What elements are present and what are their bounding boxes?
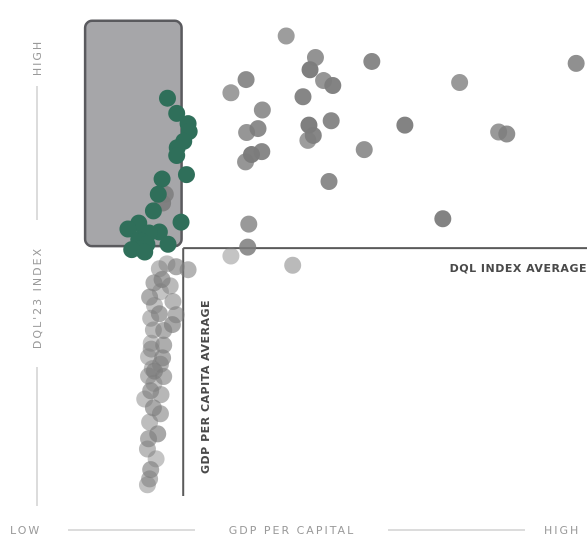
country-point <box>179 261 197 279</box>
country-point <box>161 277 179 295</box>
country-point <box>301 61 319 79</box>
country-point <box>145 274 163 292</box>
country-point <box>138 476 156 494</box>
country-point <box>222 247 240 265</box>
country-point <box>164 293 182 311</box>
highlighted-country-point <box>149 185 167 203</box>
country-point <box>237 153 255 171</box>
highlight-region <box>83 19 183 248</box>
x-reference-label: GDP PER CAPITA AVERAGE <box>199 300 212 474</box>
country-point <box>363 52 381 70</box>
country-point <box>567 54 585 72</box>
country-point <box>355 141 373 159</box>
y-axis-high-label: HIGH <box>31 40 44 76</box>
country-point <box>141 288 159 306</box>
country-point <box>239 238 257 256</box>
country-point <box>140 367 158 385</box>
x-axis-title: GDP PER CAPITAL <box>229 524 355 536</box>
country-point <box>253 101 271 119</box>
highlighted-country-point <box>136 243 154 261</box>
reference-line-layer <box>182 247 587 496</box>
country-point <box>294 88 312 106</box>
highlight-region-layer <box>83 19 183 248</box>
y-reference-label: DQL INDEX AVERAGE <box>450 262 587 275</box>
country-point <box>451 74 469 92</box>
country-point <box>322 112 340 130</box>
highlighted-country-point <box>172 213 190 231</box>
country-point <box>141 470 159 488</box>
country-point <box>324 76 342 94</box>
highlighted-country-point <box>168 147 186 165</box>
country-point <box>138 440 156 458</box>
highlighted-country-point <box>144 202 162 220</box>
country-point <box>320 173 338 190</box>
country-point <box>284 256 302 274</box>
highlighted-country-point <box>168 104 186 122</box>
country-point <box>240 215 258 233</box>
highlighted-country-point <box>159 235 177 253</box>
country-point <box>249 120 267 138</box>
country-point <box>498 125 516 143</box>
country-point <box>152 386 170 404</box>
country-point <box>155 368 173 386</box>
x-axis-low-label: LOW <box>10 524 41 536</box>
country-point <box>434 210 452 228</box>
highlighted-country-point <box>177 166 195 184</box>
country-point <box>396 116 414 134</box>
country-point <box>299 131 317 149</box>
highlighted-country-point <box>119 220 137 238</box>
country-point <box>277 27 295 45</box>
country-point <box>237 71 255 89</box>
highlighted-country-point <box>153 170 171 188</box>
y-axis-title: DQL'23 INDEX <box>31 247 44 349</box>
highlighted-country-point <box>158 89 176 107</box>
x-axis-high-label: HIGH <box>544 524 580 536</box>
country-point <box>144 321 162 339</box>
data-points-layer <box>119 27 585 494</box>
country-point <box>222 84 240 102</box>
highlighted-country-point <box>123 241 141 259</box>
